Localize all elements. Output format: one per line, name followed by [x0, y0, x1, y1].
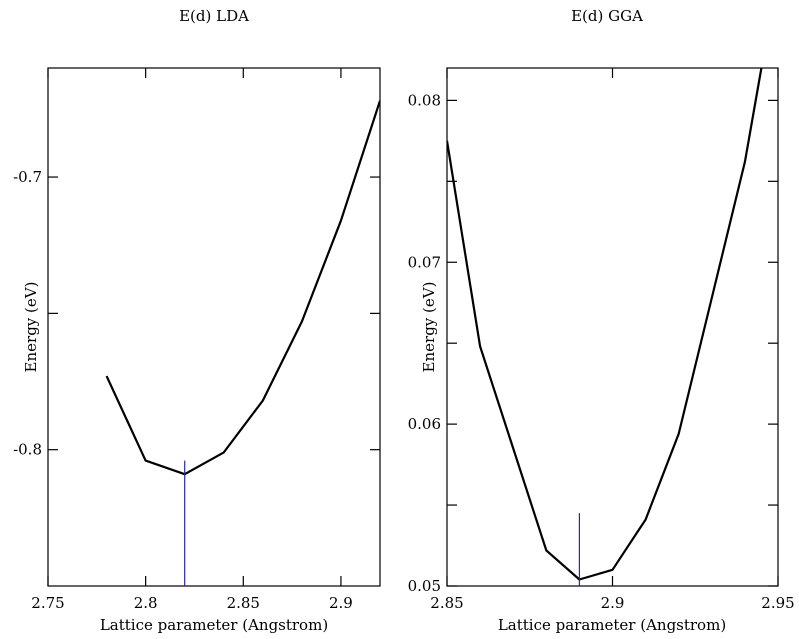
lda-plot-frame: [47, 67, 381, 587]
lda-y-tick-label: -0.7: [13, 168, 42, 186]
gga-x-tick-label: 2.9: [601, 594, 625, 612]
lda-marks: [105, 100, 380, 586]
lda-y-axis-label: Energy (eV): [22, 282, 40, 373]
gga-chart-title: E(d) GGA: [571, 7, 643, 25]
gga-x-tick-label: 2.95: [761, 594, 794, 612]
lda-chart-panel: E(d) LDA 2.75 2.8 2.85 2.9 -0.8 -0.7 Lattice …: [13, 7, 381, 634]
lda-energy-curve: [105, 100, 380, 476]
gga-y-axis-label: Energy (eV): [420, 282, 438, 373]
lda-x-tick-label: 2.9: [329, 594, 353, 612]
gga-y-tick-label: 0.06: [408, 415, 441, 433]
gga-energy-curve: [447, 68, 763, 581]
gga-x-axis-label: Lattice parameter (Angstrom): [498, 616, 726, 634]
gga-x-tick-label: 2.85: [430, 594, 463, 612]
gga-plot-frame: [446, 67, 779, 587]
lda-chart-title: E(d) LDA: [179, 7, 249, 25]
gga-marks: [447, 68, 763, 586]
gga-y-tick-label: 0.07: [408, 253, 441, 271]
lda-x-axis-label: Lattice parameter (Angstrom): [100, 616, 328, 634]
lda-ticks: 2.75 2.8 2.85 2.9 -0.8 -0.7: [13, 68, 380, 612]
lda-x-tick-label: 2.85: [227, 594, 260, 612]
gga-chart-panel: E(d) GGA 2.85 2.9 2.95 0.05 0.06 0.07 0.08 Lat…: [408, 7, 795, 634]
gga-ticks: 2.85 2.9 2.95 0.05 0.06 0.07 0.08: [408, 68, 795, 612]
lda-x-tick-label: 2.75: [31, 594, 64, 612]
lda-x-tick-label: 2.8: [134, 594, 158, 612]
gga-y-tick-label: 0.08: [408, 91, 441, 109]
lda-y-tick-label: -0.8: [13, 441, 42, 459]
gga-y-tick-label: 0.05: [408, 577, 441, 595]
